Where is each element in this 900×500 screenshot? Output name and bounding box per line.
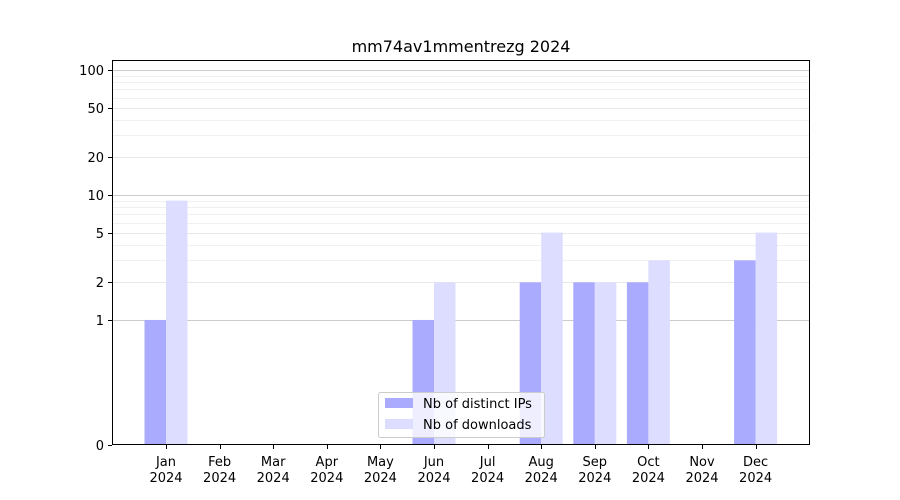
chart-title: mm74av1mmentrezg 2024 <box>352 37 571 56</box>
bar <box>573 282 595 445</box>
x-tick-label-year: 2024 <box>257 471 290 486</box>
legend-swatch-downloads <box>385 419 413 429</box>
bar <box>734 260 756 445</box>
x-tick-label-month: Oct <box>637 455 659 470</box>
y-tick-label: 0 <box>96 439 104 454</box>
x-tick-label-year: 2024 <box>310 471 343 486</box>
legend-swatch-distinct-ips <box>385 398 413 408</box>
x-tick-label-year: 2024 <box>417 471 450 486</box>
bar <box>648 260 670 445</box>
plot-area-frame <box>112 60 810 445</box>
x-tick-label-month: Jun <box>423 455 444 470</box>
y-tick-label: 100 <box>79 64 104 79</box>
x-tick-label-month: Dec <box>743 455 768 470</box>
y-tick-label: 50 <box>87 102 104 117</box>
bar <box>166 200 188 445</box>
grid-lines <box>112 70 810 321</box>
bar <box>144 319 166 445</box>
legend: Nb of distinct IPs Nb of downloads <box>378 392 545 438</box>
x-tick-label-year: 2024 <box>203 471 236 486</box>
bar <box>626 282 649 445</box>
x-tick-label-month: May <box>367 455 394 470</box>
legend-label-distinct-ips: Nb of distinct IPs <box>423 397 532 412</box>
y-axis: 0 1 2 5 10 20 50 100 <box>79 64 112 454</box>
x-tick-label-year: 2024 <box>364 471 397 486</box>
x-tick-label-month: Feb <box>208 455 231 470</box>
x-tick-label-year: 2024 <box>632 471 665 486</box>
bar <box>594 282 617 445</box>
bar <box>541 232 563 445</box>
x-tick-label-year: 2024 <box>149 471 182 486</box>
x-tick-label-month: Nov <box>689 455 715 470</box>
y-tick-label: 5 <box>96 227 104 242</box>
x-tick-label-month: Jul <box>479 455 496 470</box>
x-tick-label-month: Apr <box>316 455 339 470</box>
y-tick-label: 20 <box>87 151 104 166</box>
x-tick-label-month: Aug <box>529 455 554 470</box>
legend-label-downloads: Nb of downloads <box>423 418 532 433</box>
y-tick-label: 10 <box>87 189 104 204</box>
x-tick-label-year: 2024 <box>471 471 504 486</box>
legend-box <box>378 392 545 438</box>
x-tick-label-year: 2024 <box>685 471 718 486</box>
x-tick-label-month: Mar <box>261 455 286 470</box>
y-tick-label: 1 <box>96 314 104 329</box>
bar <box>755 232 778 445</box>
x-tick-label-year: 2024 <box>578 471 611 486</box>
y-tick-label: 2 <box>96 276 104 291</box>
x-axis: Jan2024Feb2024Mar2024Apr2024May2024Jun20… <box>149 445 772 486</box>
x-tick-label-year: 2024 <box>525 471 558 486</box>
x-tick-label-month: Jan <box>155 455 176 470</box>
x-tick-label-year: 2024 <box>739 471 772 486</box>
bars <box>144 200 778 445</box>
x-tick-label-month: Sep <box>583 455 608 470</box>
